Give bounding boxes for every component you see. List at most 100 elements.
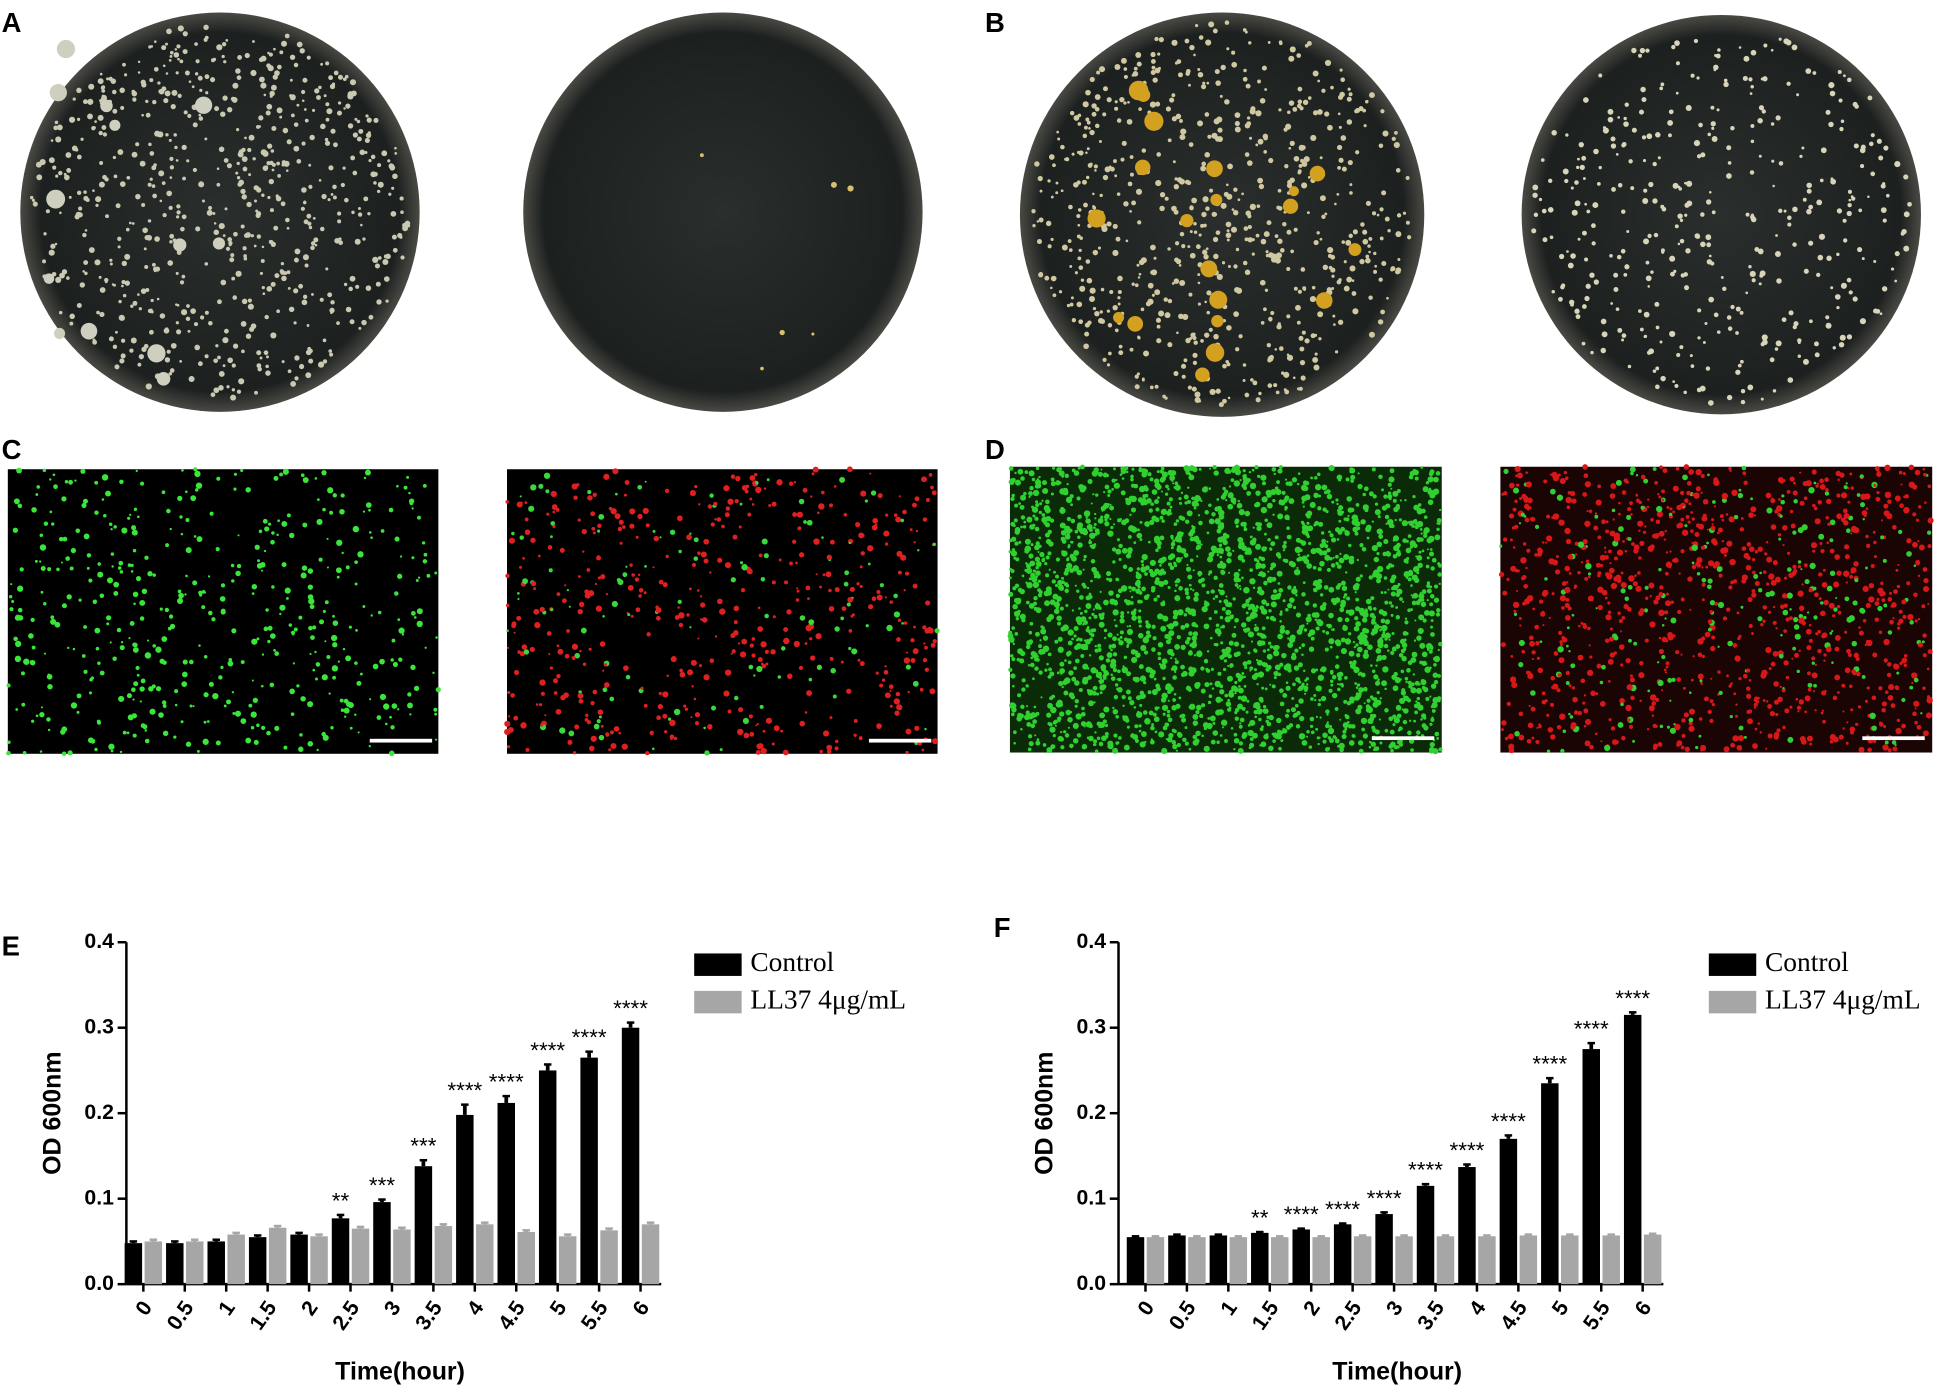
colony: [1195, 367, 1209, 381]
cell: [48, 729, 50, 731]
cell: [1161, 519, 1164, 522]
cell: [741, 564, 747, 570]
colony: [1748, 77, 1752, 81]
cell: [1417, 697, 1420, 700]
colony: [1199, 400, 1202, 403]
colony: [1396, 267, 1401, 272]
cell: [622, 572, 627, 577]
cell: [1318, 675, 1324, 681]
cell: [1375, 502, 1378, 505]
cell: [1355, 621, 1361, 627]
cell: [701, 552, 707, 558]
colony: [399, 236, 402, 239]
colony: [1741, 400, 1745, 404]
cell: [1029, 741, 1034, 746]
colony: [54, 328, 65, 339]
cell: [220, 666, 223, 669]
cell: [1413, 720, 1416, 723]
cell: [1131, 649, 1137, 655]
colony: [1813, 71, 1817, 75]
cell: [796, 598, 799, 601]
colony: [1053, 293, 1057, 297]
cell: [1324, 585, 1329, 590]
cell: [579, 650, 581, 652]
cell: [1161, 490, 1163, 492]
cell: [108, 744, 114, 750]
cell: [783, 627, 788, 632]
colony: [1660, 341, 1663, 344]
cell: [1335, 562, 1338, 565]
cell: [1079, 595, 1084, 600]
colony: [1730, 126, 1734, 130]
cell: [1405, 677, 1409, 681]
cell: [757, 626, 763, 632]
cell: [800, 615, 806, 621]
colony: [161, 86, 166, 91]
colony: [1092, 205, 1095, 208]
colony: [382, 259, 388, 265]
cell: [1295, 594, 1297, 596]
cell: [1382, 655, 1387, 660]
cell: [1110, 673, 1113, 676]
colony: [1704, 322, 1707, 325]
cell: [133, 592, 138, 597]
colony: [1226, 233, 1232, 239]
colony: [1236, 248, 1239, 251]
cell: [1035, 741, 1040, 746]
colony: [1803, 198, 1807, 202]
colony: [1247, 160, 1253, 166]
colony: [92, 340, 97, 345]
cell: [901, 622, 904, 625]
cell: [397, 618, 400, 621]
colony: [1301, 375, 1306, 380]
colony: [1623, 117, 1626, 120]
colony: [1273, 383, 1277, 387]
colony: [1226, 325, 1232, 331]
cell: [416, 579, 419, 582]
cell: [1044, 522, 1047, 525]
cell: [589, 746, 595, 752]
cell: [1397, 489, 1401, 493]
colony: [245, 53, 250, 58]
cell: [1403, 648, 1406, 651]
colony: [1261, 321, 1265, 325]
colony: [1181, 244, 1185, 248]
colony: [1317, 311, 1323, 317]
cell: [1215, 595, 1218, 598]
colony: [1143, 350, 1149, 356]
cell: [871, 490, 876, 495]
cell: [1291, 707, 1296, 712]
cell: [1287, 535, 1292, 540]
cell: [1433, 477, 1439, 483]
cell: [1220, 641, 1223, 644]
cell: [1139, 625, 1142, 628]
cell: [1113, 601, 1118, 606]
cell: [694, 698, 697, 701]
cell: [1343, 596, 1346, 599]
colony: [343, 77, 347, 81]
colony: [1070, 111, 1074, 115]
cell: [312, 669, 315, 672]
colony: [1761, 398, 1764, 401]
cell: [23, 751, 27, 755]
colony: [1275, 348, 1278, 351]
colony: [1169, 97, 1174, 102]
cell: [1211, 589, 1215, 593]
cell: [330, 726, 333, 729]
colony: [1577, 158, 1580, 161]
cell: [1236, 651, 1241, 656]
cell: [183, 659, 188, 664]
cell: [423, 484, 427, 488]
colony: [1809, 319, 1813, 323]
colony: [152, 194, 157, 199]
cell: [1135, 581, 1141, 587]
colony: [273, 48, 276, 51]
colony: [1166, 106, 1171, 111]
cell: [1098, 725, 1101, 728]
colony: [157, 81, 160, 84]
colony: [360, 224, 363, 227]
cell: [752, 637, 756, 641]
colony: [1341, 240, 1345, 244]
cell: [1289, 561, 1295, 567]
colony: [1717, 108, 1720, 111]
